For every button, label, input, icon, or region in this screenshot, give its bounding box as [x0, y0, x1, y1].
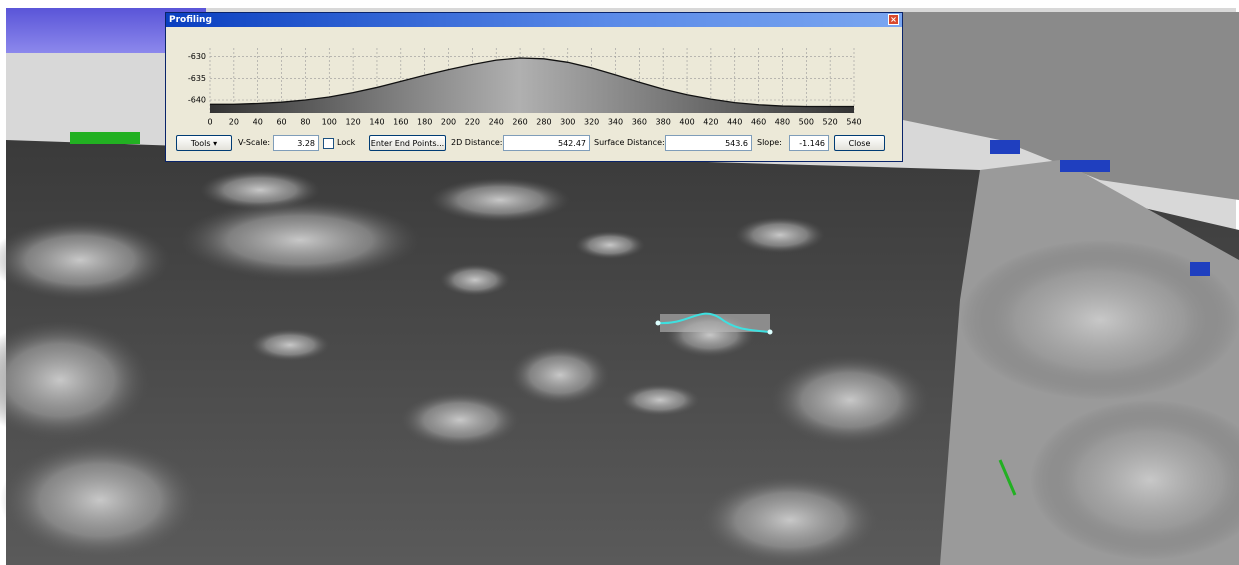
- y-tick-label: -635: [188, 74, 206, 83]
- slope-input[interactable]: -1.146: [789, 135, 829, 151]
- highlights: [70, 132, 1210, 496]
- profile-path: [655, 312, 773, 335]
- profiling-window: Profiling × 0 20 40 60 80 100 120 140 160 180 200 22…: [165, 12, 903, 162]
- x-tick-label: 160: [393, 118, 408, 127]
- distance-2d-input[interactable]: 542.47: [503, 135, 590, 151]
- surface-distance-input[interactable]: 543.6: [665, 135, 752, 151]
- y-tick-label: -640: [188, 96, 206, 105]
- close-button[interactable]: Close: [834, 135, 885, 151]
- x-tick-label: 80: [300, 118, 310, 127]
- ridge: [903, 12, 1239, 200]
- x-tick-label: 480: [775, 118, 790, 127]
- v-scale-input[interactable]: 3.28: [273, 135, 319, 151]
- surface-distance-label: Surface Distance:: [594, 138, 665, 147]
- x-tick-label: 0: [207, 118, 212, 127]
- slope-label: Slope:: [757, 138, 782, 147]
- v-scale-label: V-Scale:: [238, 138, 271, 147]
- distance-2d-label: 2D Distance:: [451, 138, 503, 147]
- x-tick-label: 40: [253, 118, 263, 127]
- x-tick-label: 400: [679, 118, 694, 127]
- x-tick-label: 360: [632, 118, 647, 127]
- tools-dropdown[interactable]: Tools ▾: [176, 135, 232, 151]
- x-tick-label: 300: [560, 118, 575, 127]
- x-tick-label: 540: [846, 118, 861, 127]
- close-x[interactable]: ×: [888, 14, 899, 25]
- x-tick-label: 240: [489, 118, 504, 127]
- x-tick-label: 220: [465, 118, 480, 127]
- window-title: Profiling: [169, 15, 212, 25]
- x-tick-label: 500: [799, 118, 814, 127]
- lock-checkbox[interactable]: [323, 138, 334, 149]
- profile-line: [210, 57, 854, 108]
- x-tick-label: 520: [823, 118, 838, 127]
- profile-area: [210, 57, 854, 113]
- x-tick-label: 200: [441, 118, 456, 127]
- mounds: [0, 170, 1239, 565]
- y-tick-label: -630: [188, 52, 206, 61]
- lock-label: Lock: [337, 138, 356, 147]
- x-tick-label: 460: [751, 118, 766, 127]
- x-tick-label: 440: [727, 118, 742, 127]
- profile-chart: 0 20 40 60 80 100 120 140 160 180 200 220 240 260 280 3…: [188, 48, 862, 127]
- x-tick-label: 320: [584, 118, 599, 127]
- tools-label: Tools: [190, 139, 211, 148]
- x-tick-label: 180: [417, 118, 432, 127]
- x-tick-label: 260: [512, 118, 527, 127]
- enter-end-points-button[interactable]: Enter End Points...: [369, 135, 446, 151]
- title-bar: Profiling ×: [166, 13, 902, 27]
- x-tick-label: 340: [608, 118, 623, 127]
- x-tick-label: 380: [656, 118, 671, 127]
- x-tick-label: 120: [345, 118, 360, 127]
- x-tick-label: 100: [322, 118, 337, 127]
- x-tick-label: 420: [703, 118, 718, 127]
- x-tick-label: 140: [369, 118, 384, 127]
- x-tick-label: 60: [276, 118, 286, 127]
- x-tick-label: 20: [229, 118, 239, 127]
- x-tick-label: 280: [536, 118, 551, 127]
